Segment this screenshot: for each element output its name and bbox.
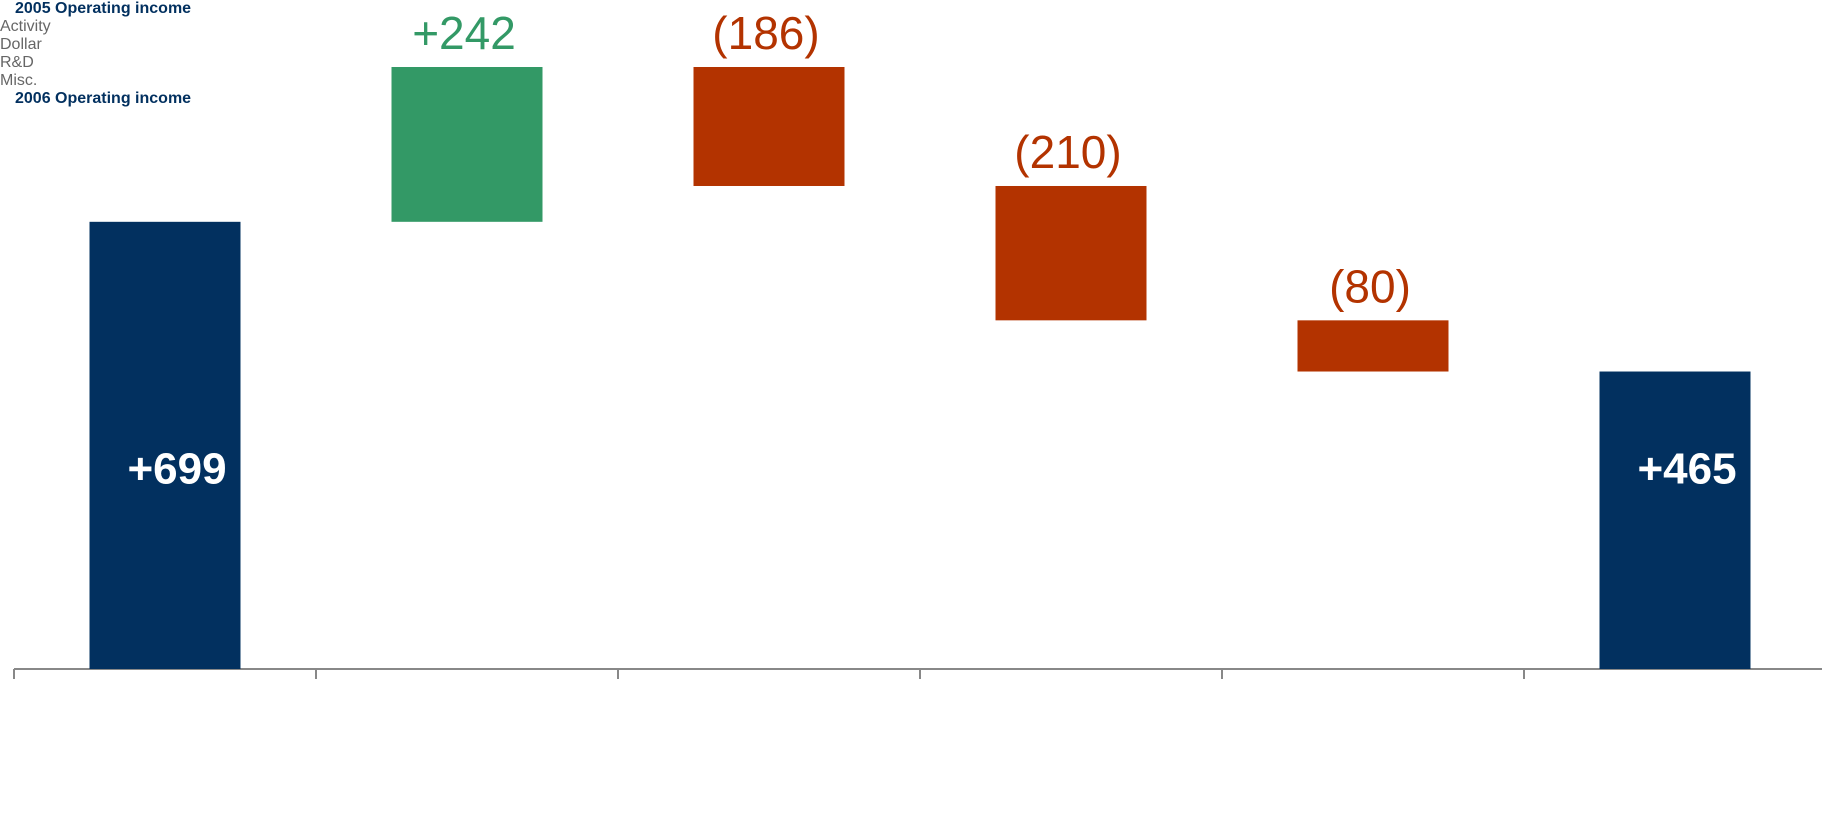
bar	[995, 185, 1147, 321]
category-label: 2005 Operating income	[15, 0, 192, 17]
category-label: 2006 Operating income	[15, 90, 192, 107]
bar	[89, 221, 241, 669]
value-label: +699	[127, 445, 226, 494]
value-label: +242	[412, 7, 516, 59]
category-label: Activity	[0, 18, 51, 35]
value-label: (80)	[1329, 260, 1411, 312]
bar	[1599, 371, 1751, 669]
value-label: (186)	[712, 7, 819, 59]
category-label: Misc.	[0, 72, 38, 89]
bar	[1297, 320, 1449, 372]
bar	[391, 67, 543, 222]
category-label: R&D	[0, 54, 34, 71]
category-label: Dollar	[0, 36, 42, 53]
value-label: +465	[1637, 445, 1736, 494]
bar	[693, 67, 845, 186]
value-label: (210)	[1014, 126, 1121, 178]
